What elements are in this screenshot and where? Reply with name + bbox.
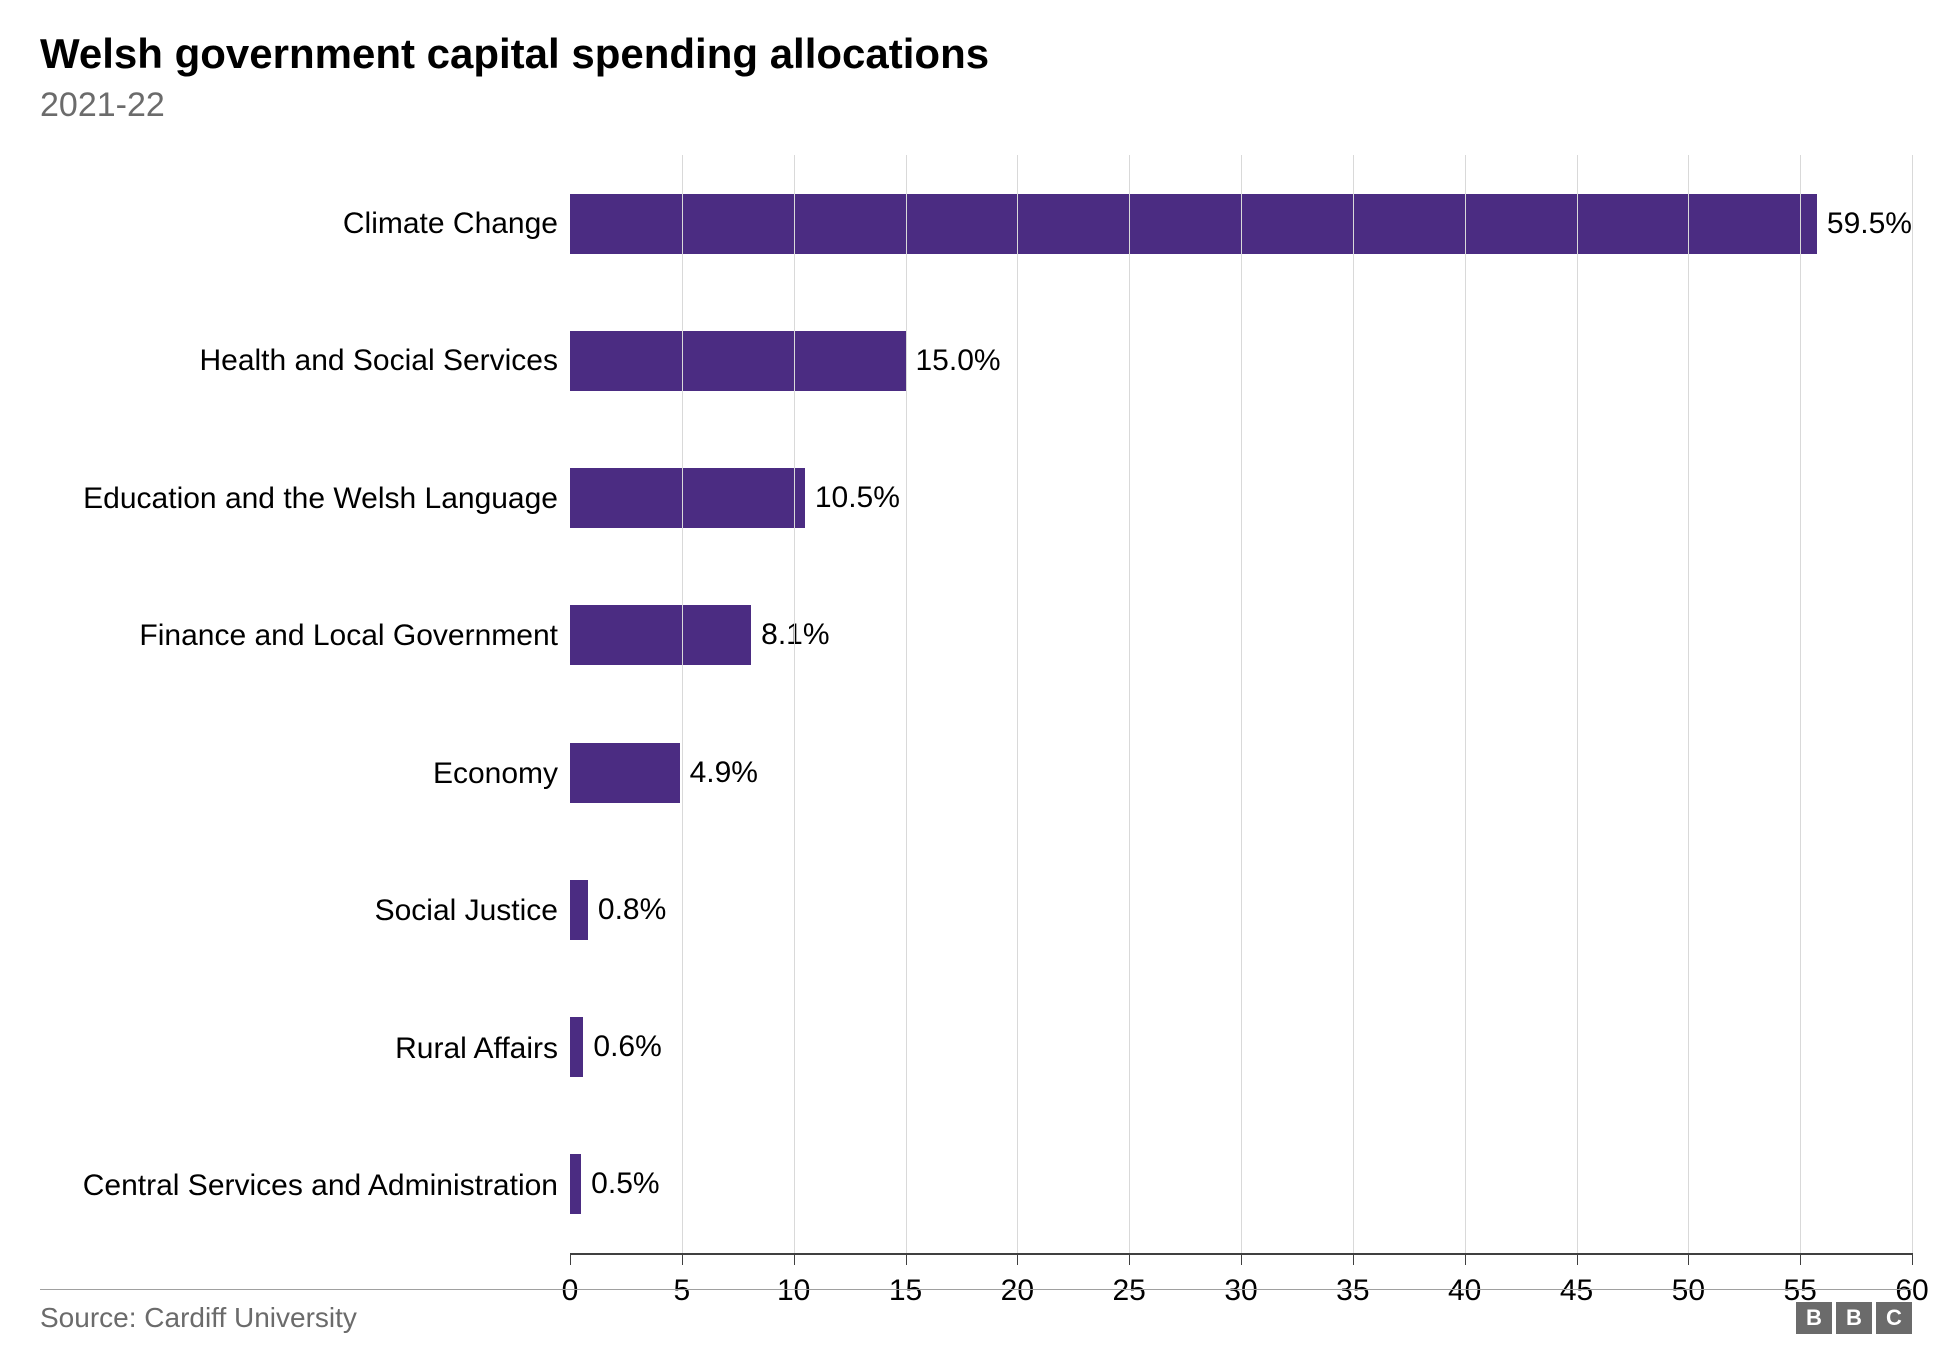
bar: [570, 331, 906, 391]
bar: [570, 880, 588, 940]
y-axis-label: Education and the Welsh Language: [83, 482, 558, 516]
y-axis-label: Climate Change: [343, 207, 558, 241]
bar-value-label: 4.9%: [690, 756, 758, 790]
x-tick: [682, 1253, 683, 1265]
y-axis-labels: Climate Change Health and Social Services…: [40, 155, 570, 1255]
gridline: [794, 155, 795, 1253]
gridline: [1353, 155, 1354, 1253]
chart-subtitle: 2021-22: [40, 86, 1912, 125]
x-tick: [906, 1253, 907, 1265]
bar: [570, 1017, 583, 1077]
gridline: [1465, 155, 1466, 1253]
chart-title: Welsh government capital spending alloca…: [40, 30, 1912, 78]
plot-area: 59.5%15.0%10.5%8.1%4.9%0.8%0.6%0.5% 0510…: [570, 155, 1912, 1255]
gridline: [1577, 155, 1578, 1253]
x-tick: [1465, 1253, 1466, 1265]
x-tick: [794, 1253, 795, 1265]
y-axis-label: Rural Affairs: [395, 1032, 558, 1066]
x-tick: [1129, 1253, 1130, 1265]
bbc-block-1: B: [1796, 1302, 1832, 1334]
x-tick: [1688, 1253, 1689, 1265]
bar-value-label: 10.5%: [815, 481, 900, 515]
x-tick: [1241, 1253, 1242, 1265]
x-tick: [1800, 1253, 1801, 1265]
bbc-logo: B B C: [1796, 1302, 1912, 1334]
gridline: [1129, 155, 1130, 1253]
y-axis-label: Health and Social Services: [199, 344, 558, 378]
bar-value-label: 15.0%: [916, 344, 1001, 378]
y-axis-label: Social Justice: [375, 894, 558, 928]
y-axis-label: Finance and Local Government: [139, 619, 558, 653]
x-tick: [570, 1253, 571, 1265]
bar-value-label: 8.1%: [761, 618, 829, 652]
chart-container: Climate Change Health and Social Services…: [40, 155, 1912, 1255]
bar: [570, 1154, 581, 1214]
bar-value-label: 0.8%: [598, 893, 666, 927]
gridline: [1688, 155, 1689, 1253]
bar-value-label: 0.5%: [591, 1167, 659, 1201]
x-tick: [1912, 1253, 1913, 1265]
gridline: [1241, 155, 1242, 1253]
y-axis-label: Economy: [433, 757, 558, 791]
bar: [570, 468, 805, 528]
chart-footer: Source: Cardiff University B B C: [40, 1289, 1912, 1334]
bbc-block-3: C: [1876, 1302, 1912, 1334]
bar-value-label: 59.5%: [1827, 207, 1912, 241]
bar: [570, 605, 751, 665]
x-tick: [1577, 1253, 1578, 1265]
gridline: [1912, 155, 1913, 1253]
bar: [570, 743, 680, 803]
source-text: Source: Cardiff University: [40, 1302, 357, 1334]
y-axis-label: Central Services and Administration: [83, 1169, 558, 1203]
gridline: [906, 155, 907, 1253]
bbc-block-2: B: [1836, 1302, 1872, 1334]
x-tick: [1353, 1253, 1354, 1265]
bar-value-label: 0.6%: [593, 1030, 661, 1064]
gridline: [1017, 155, 1018, 1253]
bar: [570, 194, 1817, 254]
gridline: [682, 155, 683, 1253]
gridline: [1800, 155, 1801, 1253]
x-tick: [1017, 1253, 1018, 1265]
